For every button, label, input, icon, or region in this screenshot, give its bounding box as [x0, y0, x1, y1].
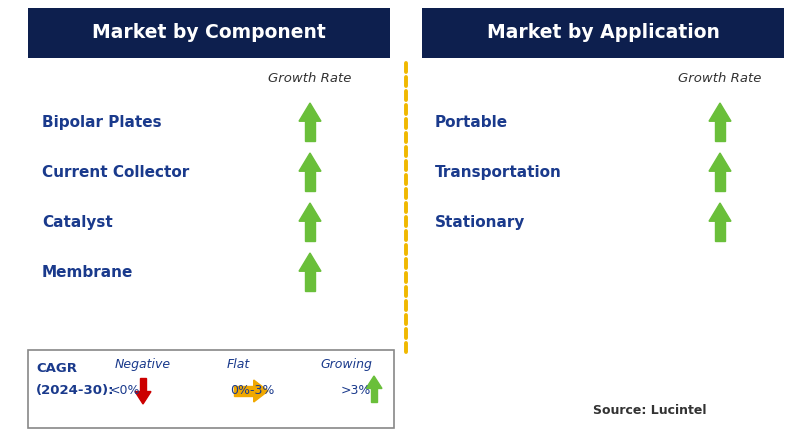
Polygon shape [299, 203, 321, 221]
Text: Growth Rate: Growth Rate [678, 72, 762, 85]
Text: Catalyst: Catalyst [42, 215, 113, 229]
Text: Growing: Growing [320, 358, 372, 371]
FancyBboxPatch shape [422, 8, 784, 58]
Text: >3%: >3% [340, 384, 371, 396]
Text: Portable: Portable [435, 115, 508, 129]
Text: Transportation: Transportation [435, 164, 562, 180]
Polygon shape [305, 121, 315, 141]
Text: Negative: Negative [115, 358, 171, 371]
Text: Membrane: Membrane [42, 265, 134, 279]
Text: Flat: Flat [227, 358, 250, 371]
Text: Stationary: Stationary [435, 215, 525, 229]
Text: Growth Rate: Growth Rate [268, 72, 352, 85]
Text: Current Collector: Current Collector [42, 164, 189, 180]
Polygon shape [715, 171, 725, 191]
Text: CAGR: CAGR [36, 361, 77, 375]
Polygon shape [139, 378, 147, 392]
Polygon shape [366, 376, 382, 388]
Polygon shape [254, 380, 268, 402]
Polygon shape [715, 221, 725, 241]
Polygon shape [305, 171, 315, 191]
Polygon shape [709, 153, 731, 171]
Polygon shape [234, 386, 254, 395]
Polygon shape [135, 392, 151, 404]
Text: <0%: <0% [110, 384, 140, 396]
Text: Market by Component: Market by Component [92, 24, 326, 42]
Polygon shape [709, 103, 731, 121]
Polygon shape [715, 121, 725, 141]
Polygon shape [299, 153, 321, 171]
Text: Bipolar Plates: Bipolar Plates [42, 115, 162, 129]
FancyBboxPatch shape [28, 8, 390, 58]
Polygon shape [371, 388, 377, 402]
Text: 0%-3%: 0%-3% [230, 384, 274, 396]
Polygon shape [299, 103, 321, 121]
Polygon shape [709, 203, 731, 221]
Polygon shape [305, 271, 315, 291]
Polygon shape [305, 221, 315, 241]
Polygon shape [299, 253, 321, 271]
FancyBboxPatch shape [28, 350, 394, 428]
Text: Source: Lucintel: Source: Lucintel [594, 403, 706, 416]
Text: (2024-30):: (2024-30): [36, 384, 115, 396]
Text: Market by Application: Market by Application [486, 24, 719, 42]
